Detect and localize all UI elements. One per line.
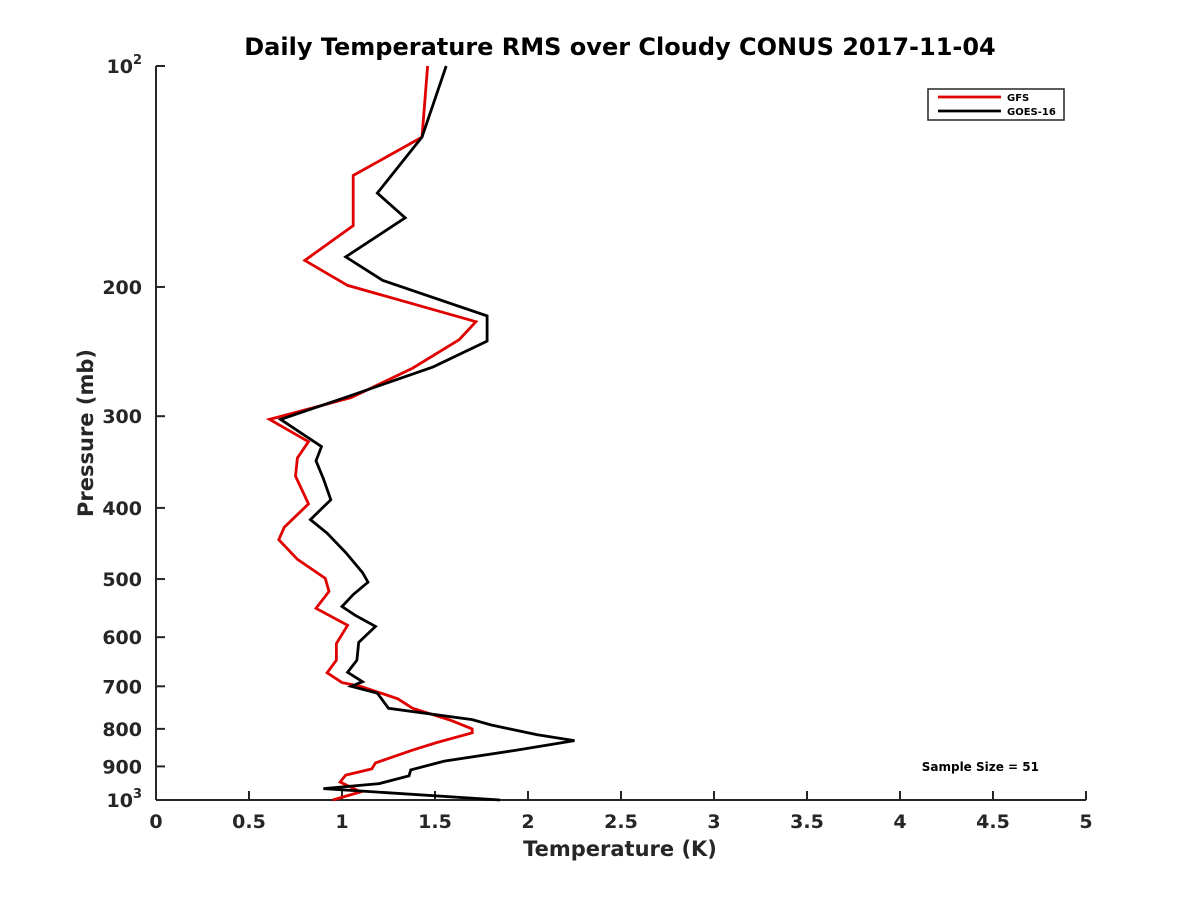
x-tick-label: 2.5 [604, 811, 638, 833]
x-tick-label: 4.5 [976, 811, 1010, 833]
x-tick-label: 1.5 [418, 811, 452, 833]
y-tick-label: 600 [102, 627, 142, 649]
plot-area: 0 0.5 1 1.5 2 2.5 3 3.5 4 4.5 5 102 200 300 400 500 600… [102, 53, 1092, 833]
y-tick-label: 900 [102, 756, 142, 778]
x-ticks: 0 0.5 1 1.5 2 2.5 3 3.5 4 4.5 5 [149, 791, 1093, 833]
y-tick-label: 800 [102, 719, 142, 741]
x-tick-label: 0 [149, 811, 162, 833]
y-axis-label: Pressure (mb) [74, 349, 98, 517]
chart-title: Daily Temperature RMS over Cloudy CONUS … [244, 33, 996, 61]
series-line-gfs [265, 65, 479, 802]
y-tick-label: 200 [102, 277, 142, 299]
sample-size-annotation: Sample Size = 51 [922, 760, 1039, 774]
series-layer [265, 65, 575, 802]
legend-box [927, 88, 1065, 121]
x-tick-label: 4 [893, 811, 906, 833]
legend-label-goes16: GOES-16 [1007, 107, 1056, 118]
x-tick-label: 3.5 [790, 811, 824, 833]
series-line-goes16 [277, 65, 575, 802]
legend-label-gfs: GFS [1007, 93, 1029, 104]
y-ticks: 102 200 300 400 500 600 700 800 900 103 [102, 53, 165, 812]
legend: GFS GOES-16 [927, 88, 1065, 121]
y-tick-label: 500 [102, 569, 142, 591]
y-tick-label: 700 [102, 676, 142, 698]
x-tick-label: 1 [335, 811, 348, 833]
y-tick-label: 400 [102, 498, 142, 520]
x-tick-label: 0.5 [232, 811, 266, 833]
x-axis-label: Temperature (K) [523, 837, 717, 861]
x-tick-label: 5 [1079, 811, 1092, 833]
y-tick-label: 102 [107, 53, 143, 78]
y-tick-label: 103 [107, 787, 143, 812]
x-tick-label: 2 [521, 811, 534, 833]
y-tick-label: 300 [102, 406, 142, 428]
x-tick-label: 3 [707, 811, 720, 833]
